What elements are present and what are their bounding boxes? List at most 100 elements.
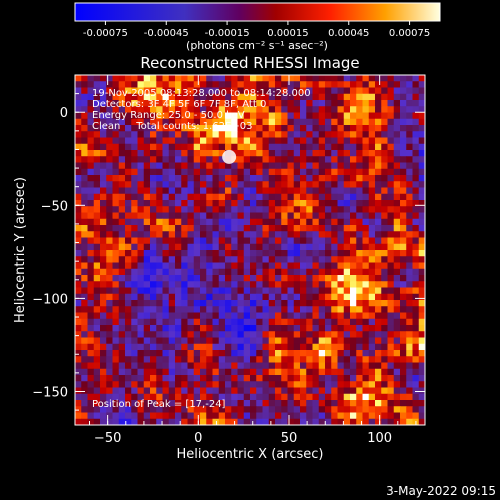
heatmap-cell: [300, 412, 307, 420]
heatmap-cell: [118, 343, 126, 351]
heatmap-cell: [200, 325, 207, 332]
heatmap-cell: [293, 175, 301, 182]
heatmap-cell: [293, 243, 301, 251]
heatmap-cell: [300, 237, 307, 245]
heatmap-cell: [75, 368, 82, 376]
heatmap-cell: [193, 200, 201, 207]
heatmap-cell: [237, 193, 245, 201]
heatmap-cell: [368, 175, 376, 182]
heatmap-cell: [81, 150, 88, 157]
heatmap-cell: [318, 356, 326, 363]
heatmap-cell: [243, 218, 251, 226]
heatmap-cell: [406, 350, 413, 357]
heatmap-cell: [362, 262, 370, 270]
heatmap-cell: [393, 81, 401, 88]
heatmap-cell: [418, 150, 425, 157]
heatmap-cell: [268, 325, 276, 332]
heatmap-cell: [187, 406, 195, 413]
heatmap-cell: [100, 118, 107, 126]
heatmap-cell: [231, 112, 238, 120]
heatmap-cell: [156, 87, 163, 95]
heatmap-cell: [256, 325, 263, 332]
heatmap-cell: [137, 368, 145, 376]
heatmap-cell: [87, 93, 95, 101]
heatmap-cell: [131, 300, 138, 307]
heatmap-cell: [287, 231, 295, 238]
heatmap-cell: [306, 212, 313, 220]
heatmap-cell: [175, 281, 182, 288]
heatmap-cell: [393, 418, 401, 425]
heatmap-cell: [150, 393, 157, 401]
heatmap-cell: [187, 250, 195, 257]
heatmap-cell: [306, 93, 313, 101]
heatmap-cell: [331, 200, 338, 207]
heatmap-cell: [406, 187, 413, 195]
heatmap-cell: [112, 293, 120, 301]
heatmap-cell: [206, 306, 213, 313]
heatmap-cell: [350, 212, 357, 220]
heatmap-cell: [137, 237, 145, 245]
heatmap-cell: [281, 168, 288, 176]
heatmap-cell: [325, 125, 332, 132]
heatmap-cell: [137, 206, 145, 213]
heatmap-cell: [412, 175, 420, 182]
heatmap-cell: [206, 175, 213, 182]
heatmap-cell: [137, 350, 145, 357]
heatmap-cell: [268, 75, 276, 82]
heatmap-cell: [387, 81, 395, 88]
heatmap-cell: [181, 375, 188, 382]
heatmap-cell: [112, 343, 120, 351]
heatmap-cell: [418, 100, 425, 107]
heatmap-cell: [100, 143, 107, 151]
heatmap-cell: [250, 193, 257, 201]
heatmap-cell: [93, 343, 101, 351]
heatmap-cell: [375, 125, 382, 132]
heatmap-cell: [293, 300, 301, 307]
heatmap-cell: [193, 281, 201, 288]
heatmap-cell: [287, 118, 295, 126]
heatmap-cell: [93, 331, 101, 338]
heatmap-cell: [287, 112, 295, 120]
heatmap-cell: [243, 268, 251, 276]
heatmap-cell: [150, 212, 157, 220]
heatmap-cell: [300, 325, 307, 332]
heatmap-cell: [393, 287, 401, 295]
heatmap-cell: [256, 175, 263, 182]
heatmap-cell: [206, 400, 213, 407]
heatmap-cell: [281, 393, 288, 401]
heatmap-cell: [331, 131, 338, 138]
heatmap-cell: [256, 368, 263, 376]
heatmap-cell: [112, 150, 120, 157]
heatmap-cell: [337, 325, 345, 332]
heatmap-cell: [212, 256, 220, 263]
heatmap-cell: [150, 193, 157, 201]
heatmap-cell: [131, 262, 138, 270]
heatmap-cell: [193, 231, 201, 238]
heatmap-cell: [75, 231, 82, 238]
heatmap-cell: [112, 131, 120, 138]
heatmap-cell: [81, 225, 88, 232]
heatmap-cell: [293, 293, 301, 301]
heatmap-cell: [100, 100, 107, 107]
heatmap-cell: [193, 125, 201, 132]
heatmap-cell: [137, 162, 145, 170]
heatmap-cell: [262, 162, 270, 170]
heatmap-cell: [287, 418, 295, 425]
heatmap-cell: [162, 206, 170, 213]
heatmap-cell: [181, 231, 188, 238]
heatmap-cell: [343, 137, 351, 145]
heatmap-cell: [106, 306, 113, 313]
heatmap-cell: [281, 237, 288, 245]
heatmap-cell: [368, 256, 376, 263]
heatmap-cell: [412, 131, 420, 138]
heatmap-cell: [87, 243, 95, 251]
heatmap-cell: [81, 231, 88, 238]
heatmap-cell: [393, 187, 401, 195]
heatmap-cell: [250, 281, 257, 288]
heatmap-cell: [306, 375, 313, 382]
heatmap-cell: [375, 250, 382, 257]
heatmap-cell: [362, 100, 370, 107]
heatmap-cell: [250, 368, 257, 376]
heatmap-cell: [181, 187, 188, 195]
heatmap-cell: [250, 318, 257, 326]
